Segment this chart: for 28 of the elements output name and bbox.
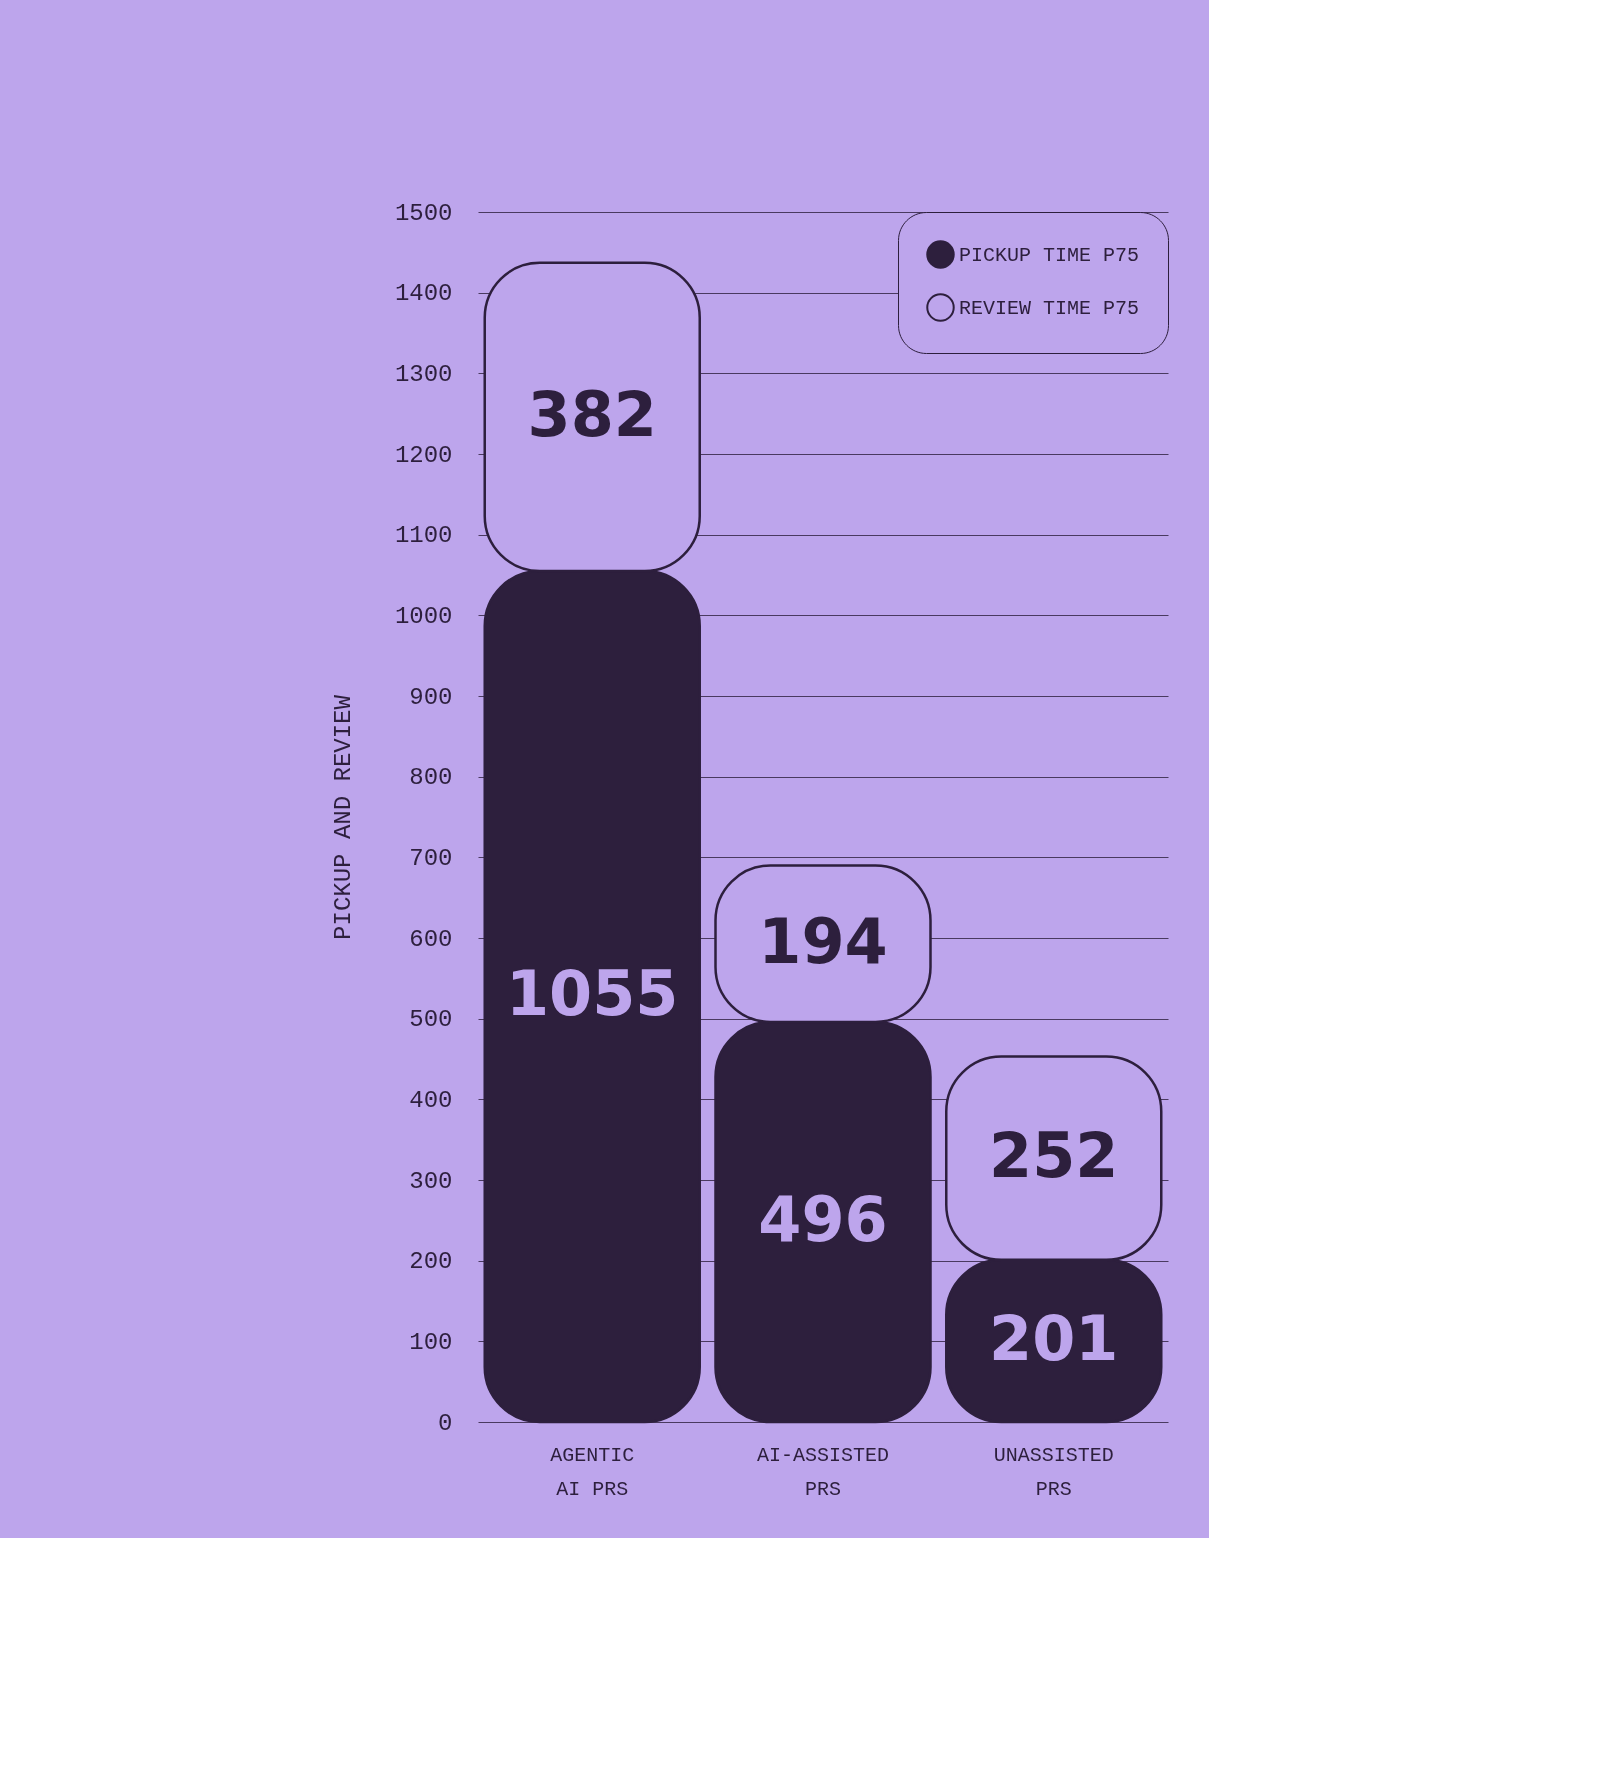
y-tick-label: 1000 bbox=[394, 602, 453, 630]
y-tick-label: 800 bbox=[409, 764, 453, 792]
legend-label: REVIEW TIME P75 bbox=[959, 296, 1140, 320]
y-tick-label: 1200 bbox=[394, 441, 453, 469]
y-tick-label: 1100 bbox=[394, 522, 453, 550]
y-tick-label: 900 bbox=[409, 683, 453, 711]
y-tick-label: 100 bbox=[409, 1328, 453, 1356]
y-tick-label: 600 bbox=[409, 925, 453, 953]
y-tick-label: 400 bbox=[409, 1086, 453, 1114]
data-label: 1055 bbox=[505, 957, 679, 1031]
data-label: 201 bbox=[989, 1301, 1119, 1375]
y-tick-label: 1400 bbox=[394, 280, 453, 308]
y-tick-label: 1300 bbox=[394, 360, 453, 388]
x-tick-label: UNASSISTED PRS bbox=[993, 1443, 1114, 1501]
y-tick-label: 200 bbox=[409, 1248, 453, 1276]
y-tick-label: 300 bbox=[409, 1167, 453, 1195]
y-tick-label: 500 bbox=[409, 1006, 453, 1034]
y-tick-label: 700 bbox=[409, 844, 453, 872]
data-label: 496 bbox=[758, 1182, 888, 1256]
data-label: 382 bbox=[527, 377, 657, 451]
data-label: 252 bbox=[989, 1119, 1119, 1193]
y-axis-title: PICKUP AND REVIEW bbox=[329, 694, 357, 940]
y-tick-label: 0 bbox=[438, 1409, 453, 1437]
y-tick-label: 1500 bbox=[394, 199, 453, 227]
x-tick-label: AGENTIC AI PRS bbox=[550, 1443, 635, 1501]
legend-label: PICKUP TIME P75 bbox=[959, 243, 1140, 267]
data-label: 194 bbox=[758, 904, 888, 978]
x-tick-label: AI-ASSISTED PRS bbox=[756, 1443, 890, 1501]
